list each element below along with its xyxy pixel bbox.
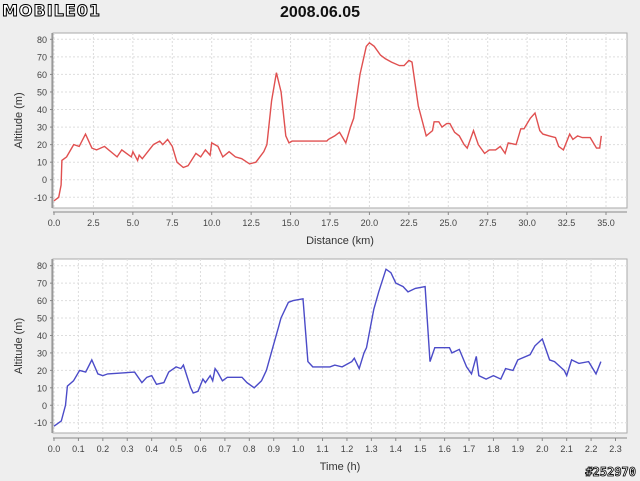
- x-tick-label: 30.0: [518, 218, 536, 228]
- y-tick-label: 80: [37, 261, 47, 271]
- x-tick-label: 12.5: [242, 218, 260, 228]
- y-tick-label: -10: [34, 193, 47, 203]
- x-tick-label: 10.0: [203, 218, 221, 228]
- x-tick-label: 1.3: [365, 444, 378, 454]
- x-tick-label: 1.2: [341, 444, 354, 454]
- x-tick-label: 2.2: [585, 444, 598, 454]
- y-axis-label: Altitude (m): [13, 318, 25, 374]
- x-tick-label: 27.5: [479, 218, 497, 228]
- x-tick-label: 1.4: [390, 444, 403, 454]
- y-tick-label: 20: [37, 140, 47, 150]
- y-tick-label: 20: [37, 366, 47, 376]
- x-tick-label: 0.1: [72, 444, 85, 454]
- x-axis-label: Time (h): [320, 461, 361, 473]
- y-tick-label: 30: [37, 348, 47, 358]
- y-tick-label: 50: [37, 314, 47, 324]
- y-tick-label: 50: [37, 87, 47, 97]
- x-tick-label: 0.6: [194, 444, 207, 454]
- y-axis-label: Altitude (m): [13, 92, 25, 148]
- watermark: #252970: [585, 465, 636, 480]
- x-tick-label: 2.1: [560, 444, 573, 454]
- x-tick-label: 0.4: [145, 444, 158, 454]
- y-tick-label: 10: [37, 383, 47, 393]
- x-tick-label: 2.5: [87, 218, 100, 228]
- y-tick-label: 40: [37, 331, 47, 341]
- x-tick-label: 17.5: [321, 218, 339, 228]
- y-tick-label: 70: [37, 52, 47, 62]
- x-tick-label: 2.0: [536, 444, 549, 454]
- x-tick-label: 1.0: [292, 444, 305, 454]
- x-tick-label: 1.6: [438, 444, 451, 454]
- x-tick-label: 1.9: [512, 444, 525, 454]
- x-tick-label: 0.2: [97, 444, 110, 454]
- y-tick-label: 30: [37, 123, 47, 133]
- x-tick-label: 22.5: [400, 218, 418, 228]
- x-tick-label: 0.7: [219, 444, 232, 454]
- mobile01-logo: MOBILE01: [1, 1, 102, 21]
- x-tick-label: 0.9: [267, 444, 280, 454]
- plot-area-0: [52, 32, 628, 209]
- y-tick-label: 10: [37, 158, 47, 168]
- x-axis-label: Distance (km): [306, 235, 374, 247]
- y-tick-label: 80: [37, 35, 47, 45]
- y-tick-label: 60: [37, 70, 47, 80]
- x-tick-label: 25.0: [440, 218, 458, 228]
- y-tick-label: 0: [42, 175, 47, 185]
- x-tick-label: 7.5: [166, 218, 179, 228]
- x-tick-label: 1.5: [414, 444, 427, 454]
- x-tick-label: 0.0: [48, 444, 61, 454]
- chart-title: 2008.06.05: [279, 4, 361, 21]
- x-tick-label: 0.0: [48, 218, 61, 228]
- x-tick-label: 5.0: [127, 218, 140, 228]
- x-tick-label: 32.5: [558, 218, 576, 228]
- y-tick-label: -10: [34, 418, 47, 428]
- x-tick-label: 1.8: [487, 444, 500, 454]
- altitude-series-line: [53, 41, 602, 202]
- y-tick-label: 40: [37, 105, 47, 115]
- x-tick-label: 1.7: [463, 444, 476, 454]
- x-tick-label: 15.0: [282, 218, 300, 228]
- x-tick-label: 0.3: [121, 444, 134, 454]
- x-tick-label: 0.8: [243, 444, 256, 454]
- y-tick-label: 70: [37, 279, 47, 289]
- x-tick-label: 1.1: [316, 444, 329, 454]
- x-tick-label: 2.3: [609, 444, 622, 454]
- plot-area-1: [52, 258, 628, 434]
- x-tick-label: 35.0: [597, 218, 615, 228]
- x-tick-label: 0.5: [170, 444, 183, 454]
- y-tick-label: 0: [42, 401, 47, 411]
- altitude-series-line: [53, 268, 602, 427]
- x-tick-label: 20.0: [361, 218, 379, 228]
- y-tick-label: 60: [37, 296, 47, 306]
